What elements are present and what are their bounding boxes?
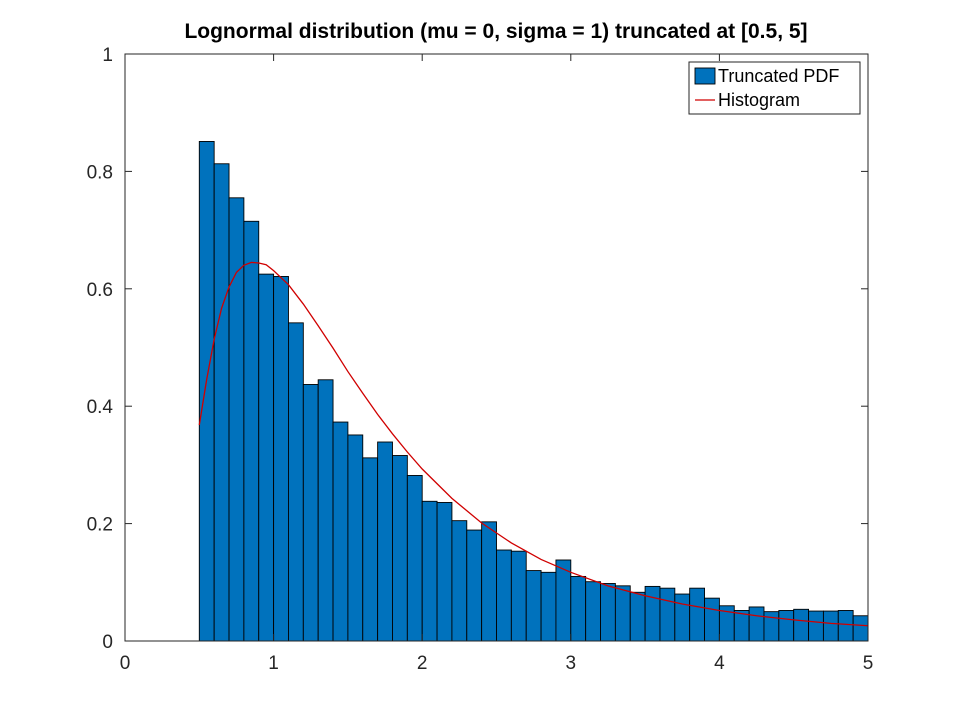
histogram-bar [837,610,854,642]
y-tick-label: 0 [102,632,113,653]
histogram-bar [689,587,705,642]
histogram-bar [228,197,245,642]
histogram-bar [704,597,720,642]
legend-patch-icon [694,67,716,85]
y-tick-label: 0.8 [87,162,113,183]
x-tick-label: 0 [120,653,131,674]
legend-label: Truncated PDF [718,66,839,86]
histogram-bar [213,163,230,642]
x-tick-label: 2 [417,653,428,674]
histogram-bar [733,610,750,642]
histogram-bar [644,585,661,642]
histogram-bar [302,384,319,642]
histogram-bar [198,141,215,642]
histogram-bar [481,521,497,642]
histogram-bar [421,500,438,642]
histogram-bar [436,502,453,642]
x-tick-label: 5 [863,653,874,674]
histogram-bar [540,571,557,642]
histogram-bar [659,587,676,642]
histogram-bar [392,455,408,642]
legend-label: Histogram [718,90,800,110]
pdf-curve [198,261,869,627]
axes: 0 1 2 3 4 5 0 0.2 0.4 0.6 0.8 1 [87,45,874,674]
histogram-bar [377,441,393,642]
histogram-bar [585,581,601,642]
histogram-bar [347,434,364,642]
histogram-bar [555,559,572,642]
histogram-bar [748,606,765,642]
histogram-bar [362,457,379,642]
histogram-bar [451,520,468,642]
histogram-bar [614,585,631,642]
histogram-bar [570,575,587,642]
histogram-bar [510,550,527,642]
histogram-bar [852,615,869,642]
histogram-bar [243,220,260,642]
histogram-bar [822,610,839,642]
x-tick-label: 4 [714,653,725,674]
legend: Truncated PDF Histogram [688,61,861,115]
histogram-bar [600,583,616,642]
histogram-bar [317,379,334,642]
histogram-bar [674,593,691,642]
histogram-bar [332,421,349,642]
pdf-curve-group [198,261,869,627]
histogram-bar [778,610,795,642]
histogram-bar [793,608,810,642]
x-tick-label: 3 [566,653,577,674]
histogram-bar [406,475,423,642]
histogram-bar [629,591,646,642]
y-tick-label: 0.6 [87,280,113,301]
y-tick-label: 1 [102,45,113,66]
y-tick-label: 0.4 [87,397,114,418]
chart-title: Lognormal distribution (mu = 0, sigma = … [184,20,807,43]
histogram-bar [496,549,512,642]
histogram-bar [808,610,824,642]
legend-box [688,61,861,115]
histogram-bar [525,570,542,642]
y-tick-label: 0.2 [87,515,113,536]
histogram-bar [258,273,275,642]
axes-box [124,53,869,642]
x-tick-label: 1 [268,653,279,674]
histogram-bar [763,611,780,642]
histogram-bar [288,322,304,642]
histogram-bar [273,276,289,642]
histogram-bar [466,529,483,642]
